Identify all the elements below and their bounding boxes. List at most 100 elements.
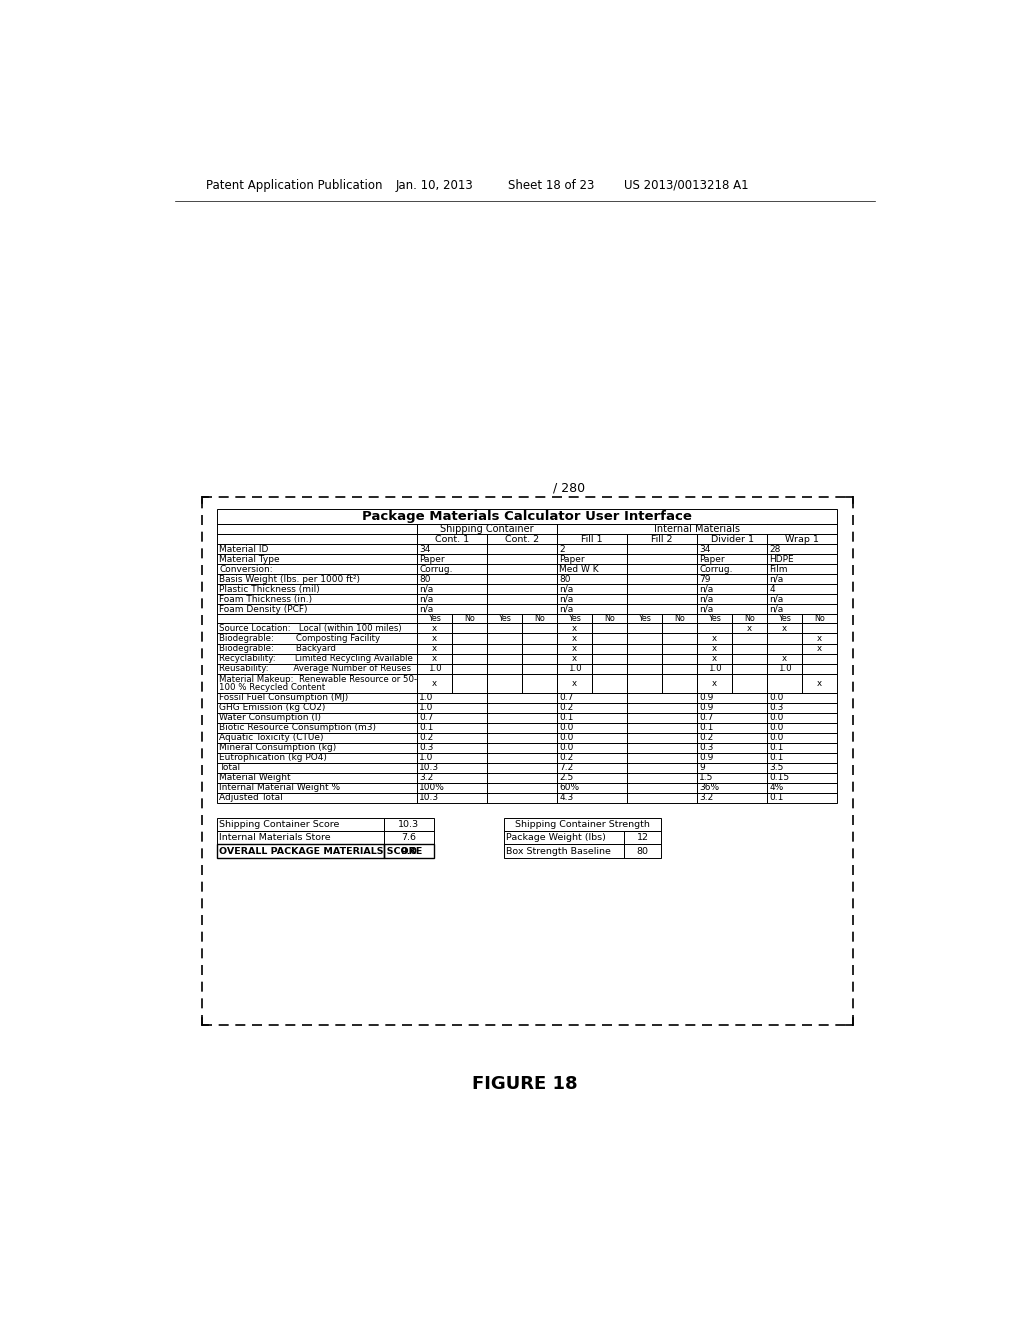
Bar — [217, 614, 417, 623]
Text: 80: 80 — [559, 574, 571, 583]
Text: GHG Emission (kg CO2): GHG Emission (kg CO2) — [219, 704, 326, 713]
Bar — [487, 574, 557, 585]
Bar — [557, 693, 627, 702]
Text: x: x — [817, 678, 822, 688]
Bar — [487, 634, 522, 644]
Bar — [767, 535, 838, 544]
Bar — [627, 752, 697, 763]
Bar — [767, 634, 802, 644]
Text: Yes: Yes — [428, 614, 441, 623]
Text: 0.0: 0.0 — [769, 723, 783, 733]
Bar — [802, 644, 838, 653]
Text: x: x — [782, 624, 787, 634]
Text: Biodegrable:        Backyard: Biodegrable: Backyard — [219, 644, 336, 653]
Bar — [592, 644, 627, 653]
Bar — [767, 594, 838, 605]
Bar — [487, 644, 522, 653]
Bar — [557, 644, 592, 653]
Bar — [697, 793, 767, 803]
Bar — [732, 623, 767, 634]
Text: Shipping Container: Shipping Container — [440, 524, 534, 535]
Bar — [767, 605, 838, 614]
Bar — [592, 614, 627, 623]
Bar — [217, 623, 417, 634]
Bar — [767, 564, 838, 574]
Bar — [663, 673, 697, 693]
Bar — [487, 763, 557, 774]
Bar — [627, 644, 663, 653]
Bar — [417, 644, 452, 653]
Bar — [592, 623, 627, 634]
Bar — [504, 818, 662, 832]
Text: 4.3: 4.3 — [559, 793, 573, 803]
Bar — [452, 653, 487, 664]
Text: 0.3: 0.3 — [420, 743, 434, 752]
Bar — [417, 673, 452, 693]
Bar — [627, 634, 663, 644]
Bar — [627, 585, 697, 594]
Bar — [697, 664, 732, 673]
Bar — [627, 774, 697, 783]
Bar — [522, 653, 557, 664]
Text: No: No — [604, 614, 615, 623]
Bar — [417, 574, 487, 585]
Bar — [592, 653, 627, 664]
Bar — [557, 524, 838, 535]
Bar — [732, 614, 767, 623]
Bar — [557, 585, 627, 594]
Text: 0.9: 0.9 — [699, 754, 714, 763]
Text: Jan. 10, 2013: Jan. 10, 2013 — [395, 178, 473, 191]
Bar — [627, 554, 697, 564]
Bar — [697, 713, 767, 723]
Bar — [487, 693, 557, 702]
Bar — [767, 723, 838, 733]
Bar — [417, 774, 487, 783]
Text: x: x — [572, 678, 578, 688]
Text: Yes: Yes — [709, 614, 721, 623]
Text: x: x — [712, 653, 717, 663]
Bar — [557, 614, 592, 623]
Bar — [504, 845, 624, 858]
Text: 34: 34 — [699, 545, 711, 553]
Text: Plastic Thickness (mil): Plastic Thickness (mil) — [219, 585, 321, 594]
Text: 0.2: 0.2 — [559, 754, 573, 763]
Bar — [697, 752, 767, 763]
Bar — [767, 574, 838, 585]
Text: 0.2: 0.2 — [559, 704, 573, 713]
Text: 3.2: 3.2 — [420, 774, 433, 783]
Bar — [732, 644, 767, 653]
Bar — [487, 793, 557, 803]
Text: n/a: n/a — [699, 605, 714, 614]
Text: 0.1: 0.1 — [769, 743, 783, 752]
Bar — [487, 564, 557, 574]
Bar — [732, 634, 767, 644]
Bar — [487, 623, 522, 634]
Bar — [627, 664, 663, 673]
Bar — [802, 634, 838, 644]
Bar — [697, 733, 767, 743]
Bar — [417, 554, 487, 564]
Bar — [217, 544, 417, 554]
Bar — [217, 634, 417, 644]
Text: Corrug.: Corrug. — [699, 565, 733, 574]
Bar — [663, 664, 697, 673]
Bar — [417, 585, 487, 594]
Text: Sheet 18 of 23: Sheet 18 of 23 — [508, 178, 594, 191]
Text: 0.2: 0.2 — [420, 734, 433, 742]
Bar — [522, 673, 557, 693]
Bar — [417, 564, 487, 574]
Bar — [767, 664, 802, 673]
Bar — [697, 783, 767, 793]
Text: x: x — [712, 678, 717, 688]
Bar — [767, 713, 838, 723]
Text: x: x — [712, 644, 717, 653]
Bar — [697, 644, 732, 653]
Text: 2: 2 — [559, 545, 565, 553]
Bar — [217, 702, 417, 713]
Text: 0.0: 0.0 — [769, 713, 783, 722]
Text: 10.3: 10.3 — [420, 793, 439, 803]
Bar — [697, 763, 767, 774]
Bar — [767, 644, 802, 653]
Bar — [217, 673, 417, 693]
Bar — [487, 605, 557, 614]
